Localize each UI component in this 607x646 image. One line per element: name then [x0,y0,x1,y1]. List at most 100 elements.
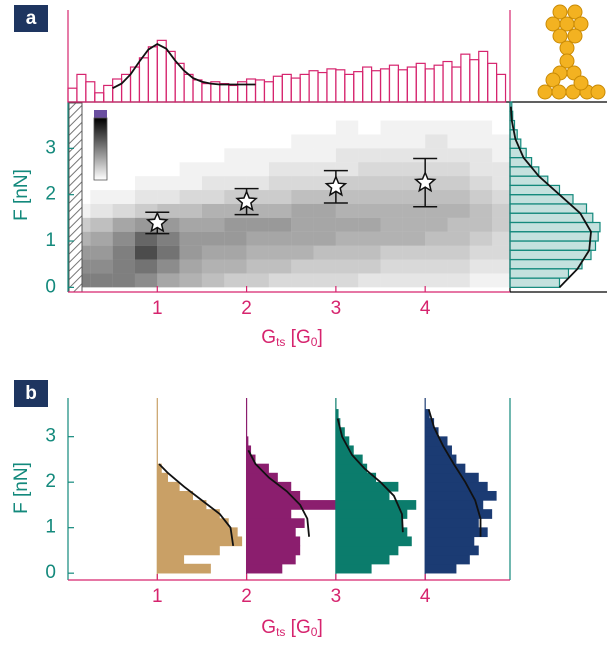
heatmap-cell [403,260,425,274]
heatmap-cell [135,162,157,176]
heatmap-cell [291,260,313,274]
heatmap-cell [425,162,447,176]
histogram-bar [510,185,560,194]
heatmap-cell [291,121,313,135]
heatmap-cell [381,148,403,162]
histogram-bar [157,555,184,565]
histogram-bar [479,51,488,102]
heatmap-cell [157,148,179,162]
heatmap-cell [113,260,135,274]
histogram-bar [434,65,443,102]
histogram-bar [354,72,363,102]
heatmap-cell [447,176,469,190]
heatmap-cell [202,218,224,232]
y-tick-label: 1 [45,517,56,538]
histogram-bar [300,74,309,102]
histogram-bar [425,436,447,446]
x-axis-label-part: [G [285,617,310,638]
x-tick-label: 1 [152,298,163,319]
histogram-bar [510,176,548,185]
histogram-bar [220,84,229,102]
histogram-bar [157,536,242,546]
heatmap-cell [314,246,336,260]
histogram-bar [345,74,354,102]
heatmap-cell [291,232,313,246]
heatmap-cell [247,246,269,260]
heatmap-cell [202,232,224,246]
heatmap-cell [314,162,336,176]
histogram-bar [336,536,412,546]
histogram-bar [407,67,416,102]
heatmap-cell [447,134,469,148]
histogram-bar [510,269,569,278]
heatmap-cell [269,162,291,176]
histogram-bar [202,84,211,102]
histogram-bar [510,260,582,269]
x-axis-label-sub: ts [276,335,285,349]
heatmap-cell [403,148,425,162]
heatmap-cell [224,148,246,162]
histogram-bar [104,85,113,102]
heatmap-cell [447,246,469,260]
y-tick-label: 2 [45,184,56,205]
histogram-bar [425,527,488,537]
heatmap-cell [202,162,224,176]
contact-icon [538,5,605,99]
heatmap-cell [180,176,202,190]
heatmap-cell [269,246,291,260]
heatmap-cell [492,190,510,204]
heatmap-cell [180,134,202,148]
x-tick-label: 2 [241,298,252,319]
histogram-bar [157,527,237,537]
heatmap-cell [269,148,291,162]
histogram-bar [336,491,390,501]
heatmap-cell [336,273,358,287]
heatmap-cell [291,273,313,287]
heatmap-cell [291,218,313,232]
heatmap-cell [291,134,313,148]
heatmap-cell [247,232,269,246]
heatmap-cell [180,232,202,246]
heatmap-cell [180,260,202,274]
heatmap-cell [358,121,380,135]
heatmap-cell [291,162,313,176]
histogram-bar [77,74,86,102]
heatmap-cell [403,246,425,260]
heatmap-cell [90,204,112,218]
histogram-bar [425,473,479,483]
histogram-bar [139,58,148,102]
heatmap-cell [202,148,224,162]
heatmap-cell [291,246,313,260]
heatmap-cell [336,134,358,148]
heatmap-cell [269,121,291,135]
heatmap-cell [180,190,202,204]
histogram-bar [247,564,283,574]
heatmap-cell [113,121,135,135]
heatmap-cell [113,134,135,148]
heatmap-cell [113,190,135,204]
histogram-bar [425,555,470,565]
heatmap-cell [492,121,510,135]
histogram-bar [247,79,256,102]
heatmap-cell [492,246,510,260]
heatmap-cell [381,260,403,274]
histogram-bar [461,54,470,102]
heatmap-cell [470,176,492,190]
heatmap-cell [447,232,469,246]
heatmap-cell [90,260,112,274]
histogram-bar [247,555,296,565]
heatmap-cell [470,232,492,246]
histogram-bar [470,60,479,102]
heatmap-cell [224,134,246,148]
heatmap-cell [269,232,291,246]
histogram-bar [336,70,345,102]
histogram-bar [336,564,372,574]
heatmap-cell [135,246,157,260]
histogram-bar [425,536,474,546]
heatmap-cell [336,246,358,260]
heatmap-cell [358,190,380,204]
histogram-bar [425,518,479,528]
heatmap-cell [314,148,336,162]
y-axis-label: F [nN] [11,169,32,221]
heatmap-cell [224,273,246,287]
